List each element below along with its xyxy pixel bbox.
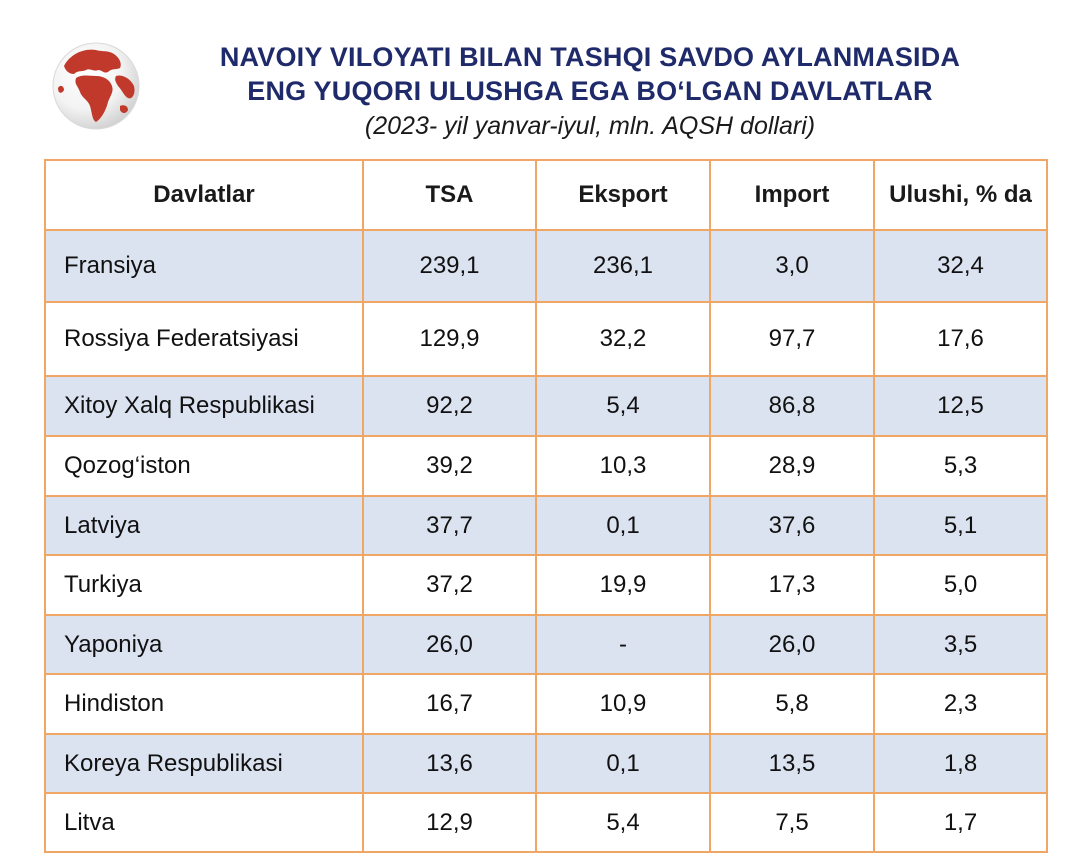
cell-tsa: 16,7 (362, 673, 537, 735)
cell-export: 10,3 (535, 435, 711, 497)
cell-export: 236,1 (535, 229, 711, 303)
cell-country: Latviya (44, 495, 364, 556)
cell-export: 5,4 (535, 375, 711, 437)
cell-country: Rossiya Federatsiyasi (44, 301, 364, 377)
cell-tsa: 239,1 (362, 229, 537, 303)
cell-country: Xitoy Xalq Respublikasi (44, 375, 364, 437)
cell-country: Turkiya (44, 554, 364, 616)
cell-tsa: 92,2 (362, 375, 537, 437)
page-subtitle: (2023- yil yanvar-iyul, mln. AQSH dollar… (364, 112, 816, 140)
cell-export: 5,4 (535, 792, 711, 853)
cell-share: 32,4 (873, 229, 1048, 303)
table-row: Xitoy Xalq Respublikasi 92,2 5,4 86,8 12… (44, 375, 1048, 437)
page-title-line1: NAVOIY VILOYATI BILAN TASHQI SAVDO AYLAN… (219, 42, 961, 72)
table-row: Latviya 37,7 0,1 37,6 5,1 (44, 495, 1048, 556)
table-row: Fransiya 239,1 236,1 3,0 32,4 (44, 229, 1048, 303)
header-share: Ulushi, % da (873, 159, 1048, 231)
globe-icon (50, 40, 142, 132)
cell-share: 3,5 (873, 614, 1048, 675)
table-row: Koreya Respublikasi 13,6 0,1 13,5 1,8 (44, 733, 1048, 794)
cell-import: 37,6 (709, 495, 875, 556)
cell-tsa: 37,7 (362, 495, 537, 556)
page-title-line2: ENG YUQORI ULUSHGA EGA BO‘LGAN DAVLATLAR (247, 76, 933, 106)
cell-share: 5,0 (873, 554, 1048, 616)
cell-share: 1,8 (873, 733, 1048, 794)
cell-country: Hindiston (44, 673, 364, 735)
cell-tsa: 39,2 (362, 435, 537, 497)
cell-country: Koreya Respublikasi (44, 733, 364, 794)
title-block: NAVOIY VILOYATI BILAN TASHQI SAVDO AYLAN… (150, 40, 1030, 143)
header-export: Eksport (535, 159, 711, 231)
header-countries: Davlatlar (44, 159, 364, 231)
table-row: Qozog‘iston 39,2 10,3 28,9 5,3 (44, 435, 1048, 497)
cell-export: 32,2 (535, 301, 711, 377)
cell-export: 0,1 (535, 733, 711, 794)
cell-import: 86,8 (709, 375, 875, 437)
header-tsa: TSA (362, 159, 537, 231)
table-row: Rossiya Federatsiyasi 129,9 32,2 97,7 17… (44, 301, 1048, 377)
cell-country: Litva (44, 792, 364, 853)
table-row: Hindiston 16,7 10,9 5,8 2,3 (44, 673, 1048, 735)
cell-import: 13,5 (709, 733, 875, 794)
cell-share: 2,3 (873, 673, 1048, 735)
cell-export: 19,9 (535, 554, 711, 616)
table-row: Yaponiya 26,0 - 26,0 3,5 (44, 614, 1048, 675)
cell-tsa: 129,9 (362, 301, 537, 377)
cell-import: 26,0 (709, 614, 875, 675)
table-header-row: Davlatlar TSA Eksport Import Ulushi, % d… (44, 159, 1048, 231)
cell-import: 7,5 (709, 792, 875, 853)
cell-tsa: 13,6 (362, 733, 537, 794)
trade-table: Davlatlar TSA Eksport Import Ulushi, % d… (44, 159, 1048, 853)
cell-import: 5,8 (709, 673, 875, 735)
table-row: Litva 12,9 5,4 7,5 1,7 (44, 792, 1048, 853)
cell-share: 5,1 (873, 495, 1048, 556)
cell-country: Qozog‘iston (44, 435, 364, 497)
cell-share: 5,3 (873, 435, 1048, 497)
cell-tsa: 37,2 (362, 554, 537, 616)
cell-export: - (535, 614, 711, 675)
cell-country: Fransiya (44, 229, 364, 303)
cell-tsa: 26,0 (362, 614, 537, 675)
header-import: Import (709, 159, 875, 231)
cell-share: 17,6 (873, 301, 1048, 377)
cell-import: 3,0 (709, 229, 875, 303)
cell-share: 1,7 (873, 792, 1048, 853)
cell-country: Yaponiya (44, 614, 364, 675)
cell-tsa: 12,9 (362, 792, 537, 853)
cell-share: 12,5 (873, 375, 1048, 437)
cell-export: 0,1 (535, 495, 711, 556)
cell-import: 97,7 (709, 301, 875, 377)
cell-export: 10,9 (535, 673, 711, 735)
cell-import: 17,3 (709, 554, 875, 616)
cell-import: 28,9 (709, 435, 875, 497)
table-row: Turkiya 37,2 19,9 17,3 5,0 (44, 554, 1048, 616)
